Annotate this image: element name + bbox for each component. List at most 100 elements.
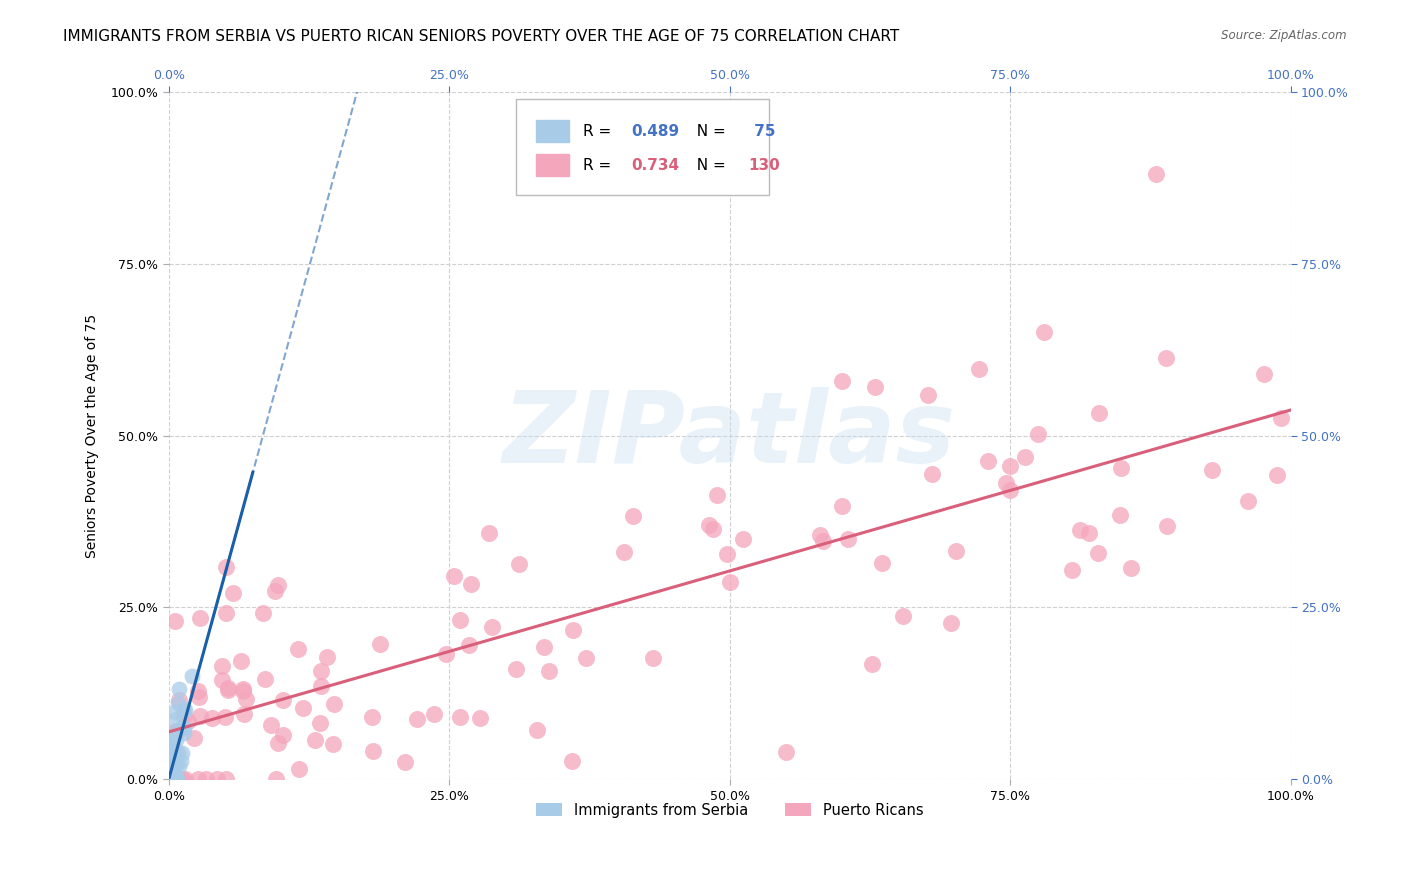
Point [159,772,181,787]
Point [180,668,202,682]
Point [1270,410,1292,425]
Point [166,745,188,759]
Point [264,772,287,787]
Point [1000,459,1022,474]
Point [163,771,186,785]
Point [157,764,180,779]
Point [1032,326,1054,340]
Point [1253,367,1275,381]
Point [167,723,190,738]
Point [173,721,195,735]
Point [945,544,967,558]
Point [159,757,181,772]
Point [538,664,561,678]
Text: ZIPatlas: ZIPatlas [503,387,956,484]
Point [159,772,181,787]
Point [165,733,187,747]
Point [837,533,859,547]
Point [232,707,254,722]
Text: R =: R = [582,124,616,138]
Point [201,711,224,725]
Point [505,662,527,676]
Point [697,518,720,533]
Point [159,772,181,787]
Point [215,560,238,574]
Point [508,557,530,571]
Point [211,673,233,687]
Point [159,754,181,768]
Point [1144,168,1167,182]
Point [162,765,184,780]
Point [162,767,184,781]
Point [309,715,332,730]
Point [860,657,883,672]
Point [1156,519,1178,533]
Point [162,772,184,787]
Point [1109,508,1132,522]
Text: Source: ZipAtlas.com: Source: ZipAtlas.com [1222,29,1347,42]
Point [159,772,181,787]
Point [157,765,180,780]
Bar [536,120,569,142]
Point [217,681,239,695]
Point [921,467,943,481]
Point [160,772,183,786]
Point [165,614,187,628]
Point [1265,468,1288,483]
Point [1109,461,1132,475]
Text: 0.489: 0.489 [631,124,679,138]
Point [160,772,183,787]
Point [160,772,183,787]
Point [891,608,914,623]
Point [163,772,186,787]
Point [214,710,236,724]
Point [165,712,187,726]
Point [1069,523,1091,537]
Point [170,754,193,768]
Point [157,772,180,787]
Point [1026,427,1049,442]
Point [159,772,181,787]
Point [165,724,187,739]
Point [163,768,186,782]
Point [160,757,183,772]
Point [159,772,181,787]
Point [162,772,184,787]
Point [394,756,416,770]
Point [994,476,1017,491]
Point [969,362,991,376]
Point [187,772,209,787]
Point [222,586,245,600]
Point [157,772,180,787]
Point [160,772,183,787]
Point [977,453,1000,467]
Point [917,388,939,402]
Point [174,772,197,787]
Point [159,772,181,787]
Point [165,757,187,772]
Point [702,522,724,536]
Point [160,763,183,777]
Point [716,547,738,561]
Text: 0.734: 0.734 [631,158,679,173]
Point [831,500,853,514]
Point [159,772,181,787]
Text: 130: 130 [748,158,780,173]
Point [468,710,491,724]
Point [186,683,208,698]
Text: N =: N = [688,158,731,173]
Point [1236,494,1258,508]
Point [166,696,188,710]
Point [160,747,183,762]
Bar [536,154,569,177]
Point [460,577,482,591]
Point [159,725,181,739]
Point [173,702,195,716]
Text: IMMIGRANTS FROM SERBIA VS PUERTO RICAN SENIORS POVERTY OVER THE AGE OF 75 CORREL: IMMIGRANTS FROM SERBIA VS PUERTO RICAN S… [63,29,900,44]
Point [443,569,465,583]
Point [457,638,479,652]
Point [162,756,184,771]
Text: 75: 75 [748,124,775,138]
Point [870,557,893,571]
Point [939,616,962,631]
